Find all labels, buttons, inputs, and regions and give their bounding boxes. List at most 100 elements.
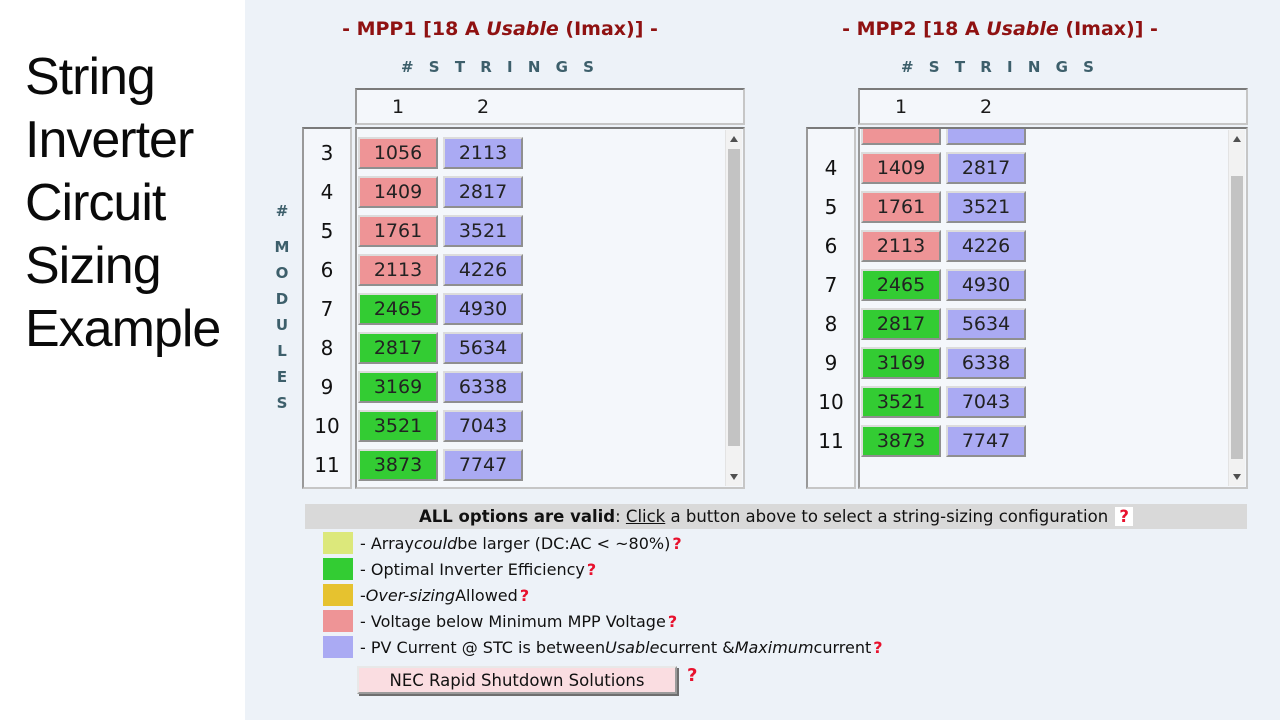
help-icon[interactable]: ? bbox=[519, 585, 530, 605]
module-count-label: 11 bbox=[818, 429, 844, 453]
text-segment: - PV Current @ STC is between bbox=[360, 637, 606, 657]
sizing-option-button[interactable]: 4930 bbox=[946, 269, 1026, 301]
table-row: 1409 2817 bbox=[860, 152, 1246, 191]
mpp2-scrollbar[interactable] bbox=[1228, 130, 1245, 486]
text-segment: Over-sizing bbox=[365, 585, 456, 605]
sizing-option-button[interactable]: 4930 bbox=[443, 293, 523, 325]
text-segment: current & bbox=[659, 637, 735, 657]
nec-rapid-shutdown-button[interactable]: NEC Rapid Shutdown Solutions bbox=[357, 666, 677, 694]
module-count-label: 5 bbox=[824, 195, 838, 219]
sizing-option-button[interactable]: 4226 bbox=[946, 230, 1026, 262]
module-count-label: 11 bbox=[314, 453, 340, 477]
sizing-option-button[interactable]: 3521 bbox=[861, 386, 941, 418]
sizing-option-button[interactable]: 7747 bbox=[946, 425, 1026, 457]
legend-swatch bbox=[323, 610, 353, 632]
scroll-up-arrow-icon[interactable] bbox=[1233, 136, 1241, 142]
mpp2-strings-axis-label: # S T R I N G S bbox=[901, 58, 1099, 76]
text-segment: - MPP2 [18 A bbox=[842, 18, 987, 40]
module-count-label: 3 bbox=[320, 141, 334, 165]
sizing-option-button[interactable]: 1409 bbox=[358, 176, 438, 208]
sizing-option-button[interactable]: 3169 bbox=[861, 347, 941, 379]
sizing-option-button[interactable]: 2113 bbox=[443, 137, 523, 169]
text-segment: be larger (DC:AC < ~80%) bbox=[457, 533, 671, 553]
sizing-option-button[interactable]: 7747 bbox=[443, 449, 523, 481]
table-row: 1409 2817 bbox=[357, 176, 743, 215]
string-count-header: 2 bbox=[476, 95, 490, 118]
scroll-up-arrow-icon[interactable] bbox=[730, 136, 738, 142]
string-count-header: 1 bbox=[894, 95, 908, 118]
sizing-option-button[interactable]: 4226 bbox=[443, 254, 523, 286]
table-row: 2465 4930 bbox=[357, 293, 743, 332]
help-icon[interactable]: ? bbox=[873, 637, 883, 657]
text-segment: - Optimal Inverter Efficiency bbox=[360, 559, 585, 579]
nec-row: NEC Rapid Shutdown Solutions ? bbox=[357, 665, 698, 694]
scrollbar-thumb[interactable] bbox=[1231, 176, 1243, 459]
sizing-option-button[interactable]: 2817 bbox=[358, 332, 438, 364]
mpp2-module-count-column: 4 5 6 7 8 9 10 11 bbox=[806, 127, 856, 489]
sizing-option-button[interactable]: 2817 bbox=[443, 176, 523, 208]
sizing-option-button[interactable]: 2817 bbox=[861, 308, 941, 340]
scroll-down-arrow-icon[interactable] bbox=[730, 474, 738, 480]
module-count-label: 7 bbox=[824, 273, 838, 297]
table-row: 3169 6338 bbox=[860, 347, 1246, 386]
text-segment: (Imax)] - bbox=[1058, 18, 1158, 40]
table-row: 2817 5634 bbox=[357, 332, 743, 371]
help-icon[interactable]: ? bbox=[586, 559, 597, 579]
help-icon[interactable]: ? bbox=[1115, 507, 1133, 526]
modules-axis-label: # M O D U L E S bbox=[274, 202, 290, 412]
sizing-option-button[interactable]: 7043 bbox=[946, 386, 1026, 418]
sizing-option-button[interactable]: 3521 bbox=[443, 215, 523, 247]
module-count-label: 10 bbox=[314, 414, 340, 438]
mpp1-sizing-table: 1056 2113 1409 2817 1761 3521 2113 4226 2465 4930… bbox=[355, 127, 745, 489]
table-row: 2113 4226 bbox=[357, 254, 743, 293]
mpp1-scrollbar[interactable] bbox=[725, 130, 742, 486]
module-count-label bbox=[808, 129, 854, 152]
scroll-down-arrow-icon[interactable] bbox=[1233, 474, 1241, 480]
sizing-option-button[interactable]: 2465 bbox=[358, 293, 438, 325]
sizing-option-button[interactable]: 3873 bbox=[861, 425, 941, 457]
sizing-option-button[interactable]: 3873 bbox=[358, 449, 438, 481]
text-segment: Usable bbox=[986, 18, 1059, 40]
sizing-option-button[interactable] bbox=[861, 129, 941, 145]
table-row: 1761 3521 bbox=[357, 215, 743, 254]
string-count-header: 2 bbox=[979, 95, 993, 118]
scrollbar-thumb[interactable] bbox=[728, 149, 740, 446]
table-row: 2465 4930 bbox=[860, 269, 1246, 308]
sizing-option-button[interactable]: 6338 bbox=[946, 347, 1026, 379]
sizing-option-button[interactable]: 1409 bbox=[861, 152, 941, 184]
table-row bbox=[860, 129, 1246, 152]
sizing-option-button[interactable]: 7043 bbox=[443, 410, 523, 442]
module-count-label: 6 bbox=[320, 258, 334, 282]
mpp1-title: - MPP1 [18 A Usable (Imax)] - bbox=[280, 16, 720, 42]
sizing-option-button[interactable]: 2113 bbox=[861, 230, 941, 262]
text-segment: a button above to select a string-sizing… bbox=[665, 507, 1114, 526]
sizing-option-button[interactable] bbox=[946, 129, 1026, 145]
sizing-option-button[interactable]: 1056 bbox=[358, 137, 438, 169]
sizing-option-button[interactable]: 3169 bbox=[358, 371, 438, 403]
sizing-option-button[interactable]: 2817 bbox=[946, 152, 1026, 184]
sizing-option-button[interactable]: 3521 bbox=[946, 191, 1026, 223]
text-segment: (Imax)] - bbox=[558, 18, 658, 40]
text-segment: Maximum bbox=[734, 637, 814, 657]
sizing-option-button[interactable]: 3521 bbox=[358, 410, 438, 442]
module-count-label: 5 bbox=[320, 219, 334, 243]
sizing-option-button[interactable]: 5634 bbox=[443, 332, 523, 364]
text-segment: ALL options are valid bbox=[419, 507, 616, 526]
help-icon[interactable]: ? bbox=[672, 533, 682, 553]
help-icon[interactable]: ? bbox=[667, 611, 678, 631]
page-title-line: Inverter bbox=[25, 111, 194, 169]
help-icon[interactable]: ? bbox=[687, 665, 698, 686]
sizing-option-button[interactable]: 1761 bbox=[358, 215, 438, 247]
module-count-label: 7 bbox=[320, 297, 334, 321]
module-count-label: 10 bbox=[818, 390, 844, 414]
module-count-label: 9 bbox=[824, 351, 838, 375]
module-count-label: 9 bbox=[320, 375, 334, 399]
module-count-label: 8 bbox=[824, 312, 838, 336]
sizing-option-button[interactable]: 6338 bbox=[443, 371, 523, 403]
sizing-option-button[interactable]: 5634 bbox=[946, 308, 1026, 340]
sizing-option-button[interactable]: 1761 bbox=[861, 191, 941, 223]
table-row: 2817 5634 bbox=[860, 308, 1246, 347]
sizing-option-button[interactable]: 2465 bbox=[861, 269, 941, 301]
sizing-option-button[interactable]: 2113 bbox=[358, 254, 438, 286]
